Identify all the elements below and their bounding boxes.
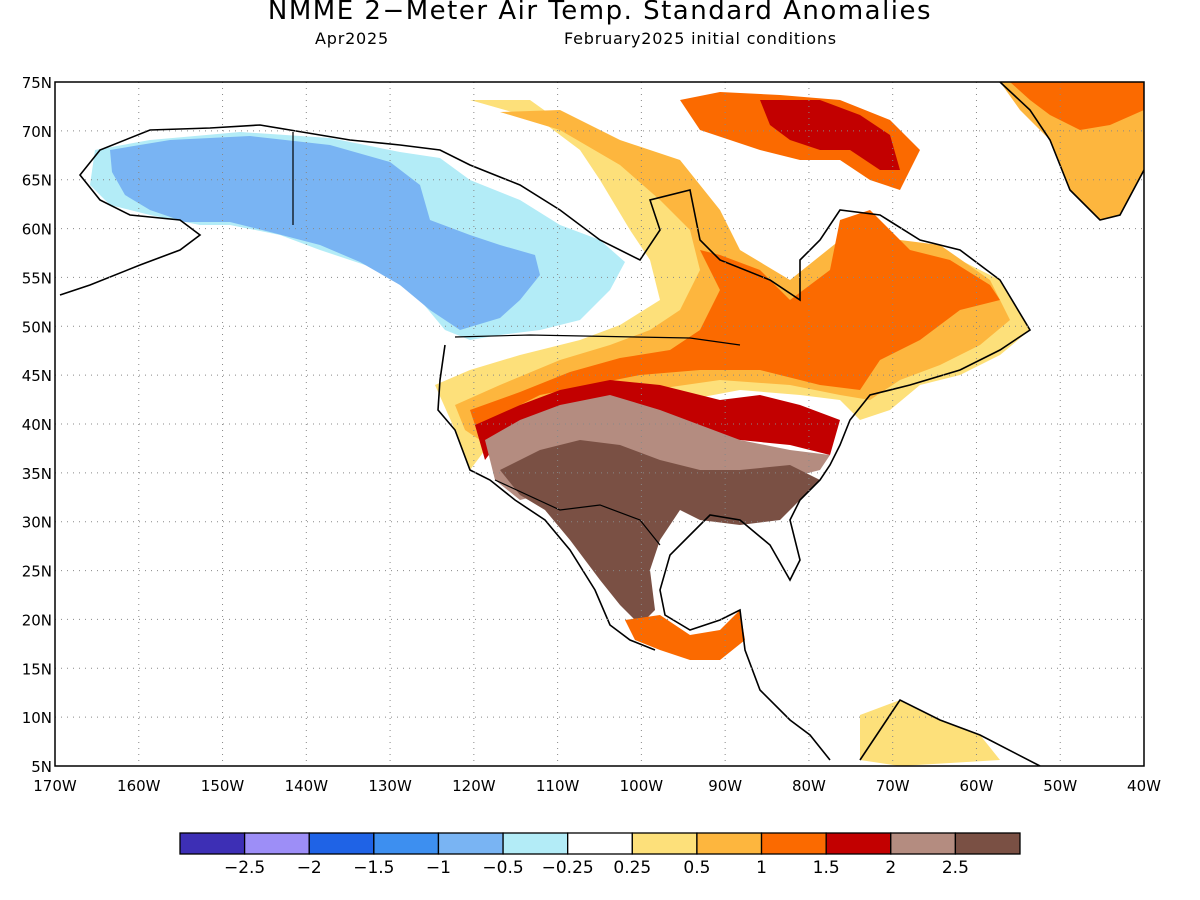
lon-tick-label: 100W	[620, 777, 664, 795]
lat-tick-label: 45N	[22, 367, 52, 385]
lat-tick-label: 60N	[22, 221, 52, 239]
colorbar-label: −0.5	[482, 858, 523, 878]
lon-tick-label: 70W	[876, 777, 910, 795]
colorbar-label: 0.25	[613, 858, 651, 878]
colorbar-label: 0.5	[683, 858, 710, 878]
south-america-warm	[860, 700, 1000, 766]
map-frame	[54, 81, 1145, 767]
lon-tick-label: 80W	[792, 777, 826, 795]
lat-tick-label: 30N	[22, 514, 52, 532]
colorbar-swatch	[308, 832, 375, 855]
colorbar	[179, 832, 1021, 855]
lat-tick-label: 70N	[22, 123, 52, 141]
lat-tick-label: 65N	[22, 172, 52, 190]
lat-tick-label: 20N	[22, 611, 52, 629]
coastlines	[59, 82, 1144, 766]
colorbar-swatch	[502, 832, 569, 855]
central-america-warm	[625, 610, 745, 660]
lon-tick-label: 60W	[960, 777, 994, 795]
lon-tick-label: 160W	[117, 777, 161, 795]
lat-tick-label: 15N	[22, 660, 52, 678]
colorbar-swatch	[760, 832, 827, 855]
colorbar-label: −2	[297, 858, 322, 878]
forecast-month: Apr2025	[315, 29, 389, 48]
colorbar-swatch	[567, 832, 633, 855]
lat-tick-label: 75N	[22, 74, 52, 92]
political-borders	[292, 132, 741, 546]
map-grid	[55, 82, 1144, 766]
colorbar-label: 2	[885, 858, 896, 878]
colorbar-swatch	[825, 832, 892, 855]
lat-tick-label: 25N	[22, 563, 52, 581]
lat-tick-label: 35N	[22, 465, 52, 483]
colorbar-label: −1.5	[353, 858, 394, 878]
lon-tick-label: 120W	[452, 777, 496, 795]
colorbar-labels: −2.5 −2 −1.5 −1 −0.5 −0.25 0.25 0.5 1 1.5 2 2.5	[224, 858, 969, 878]
colorbar-label: −0.25	[542, 858, 594, 878]
arctic-warm-core	[760, 100, 900, 170]
lat-tick-label: 40N	[22, 416, 52, 434]
initial-conditions: February2025 initial conditions	[564, 29, 837, 48]
colorbar-label: −2.5	[224, 858, 265, 878]
colorbar-swatch	[373, 832, 440, 855]
colorbar-label: 2.5	[942, 858, 969, 878]
colorbar-swatch	[954, 832, 1021, 855]
colorbar-swatch	[890, 832, 957, 855]
warm-anomaly-very-strong	[475, 380, 840, 460]
greenland-warm-core	[1010, 82, 1144, 130]
colorbar-swatch	[243, 832, 310, 855]
lon-tick-label: 40W	[1127, 777, 1161, 795]
lon-tick-label: 140W	[285, 777, 329, 795]
colorbar-swatch	[437, 832, 504, 855]
lon-tick-label: 50W	[1043, 777, 1077, 795]
colorbar-swatch	[631, 832, 698, 855]
colorbar-swatch	[179, 832, 246, 855]
lat-tick-label: 5N	[31, 758, 52, 776]
colorbar-swatch	[696, 832, 763, 855]
lon-tick-label: 150W	[201, 777, 245, 795]
warm-anomaly-maximum	[500, 440, 820, 625]
latitude-axis: 5N 10N 15N 20N 25N 30N 35N 40N 45N 50N 55N 60N 65N 70…	[22, 74, 52, 776]
lon-tick-label: 90W	[708, 777, 742, 795]
lat-tick-label: 55N	[22, 269, 52, 287]
colorbar-label: 1	[756, 858, 767, 878]
lon-tick-label: 130W	[368, 777, 412, 795]
map-title: NMME 2−Meter Air Temp. Standard Anomalie…	[267, 0, 933, 26]
cool-anomaly-core	[110, 136, 540, 330]
longitude-axis: 170W 160W 150W 140W 130W 120W 110W 100W 90W 80W 70…	[33, 777, 1161, 795]
colorbar-label: −1	[426, 858, 451, 878]
lon-tick-label: 110W	[536, 777, 580, 795]
colorbar-label: 1.5	[813, 858, 840, 878]
lat-tick-label: 50N	[22, 318, 52, 336]
anomaly-shading	[90, 82, 1144, 766]
lon-tick-label: 170W	[33, 777, 77, 795]
lat-tick-label: 10N	[22, 709, 52, 727]
